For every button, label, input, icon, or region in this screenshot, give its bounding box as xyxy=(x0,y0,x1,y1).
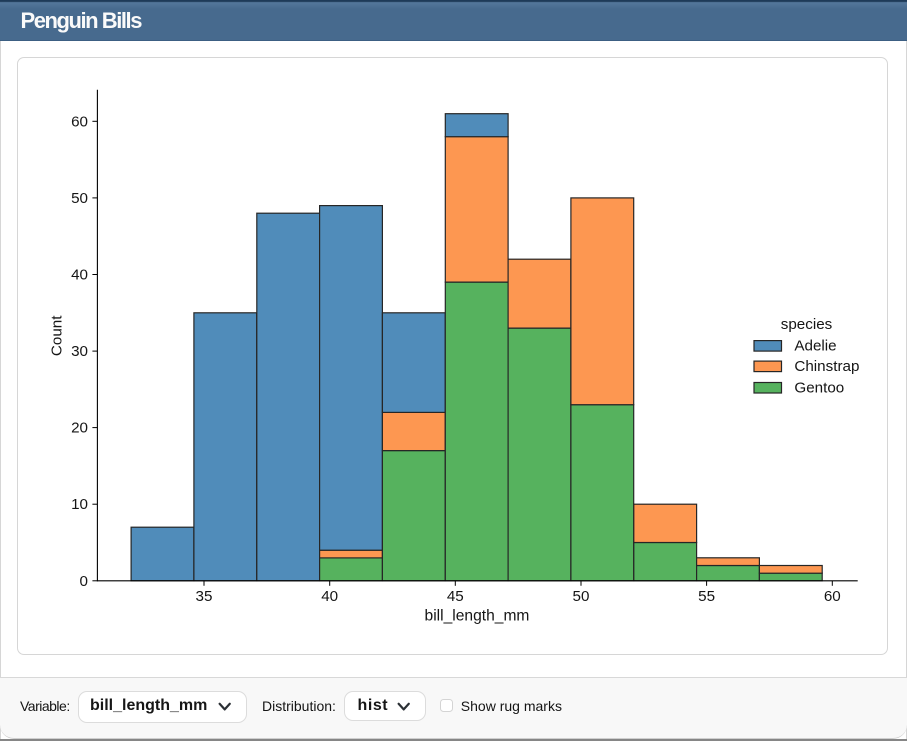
svg-text:0: 0 xyxy=(80,573,88,590)
svg-text:Chinstrap: Chinstrap xyxy=(794,358,859,375)
svg-text:40: 40 xyxy=(71,267,88,284)
svg-text:50: 50 xyxy=(71,190,88,207)
svg-text:species: species xyxy=(781,316,833,333)
svg-text:bill_length_mm: bill_length_mm xyxy=(425,608,530,625)
svg-text:60: 60 xyxy=(71,113,88,130)
svg-text:10: 10 xyxy=(71,496,88,513)
svg-text:35: 35 xyxy=(196,588,213,605)
svg-text:55: 55 xyxy=(698,588,715,605)
svg-text:40: 40 xyxy=(321,588,338,605)
svg-text:20: 20 xyxy=(71,420,88,437)
svg-text:45: 45 xyxy=(447,588,464,605)
svg-text:Adelie: Adelie xyxy=(794,338,836,355)
svg-text:Count: Count xyxy=(49,315,66,356)
svg-text:Gentoo: Gentoo xyxy=(794,380,844,397)
svg-text:50: 50 xyxy=(573,588,590,605)
svg-text:30: 30 xyxy=(71,343,88,360)
svg-text:60: 60 xyxy=(824,588,841,605)
